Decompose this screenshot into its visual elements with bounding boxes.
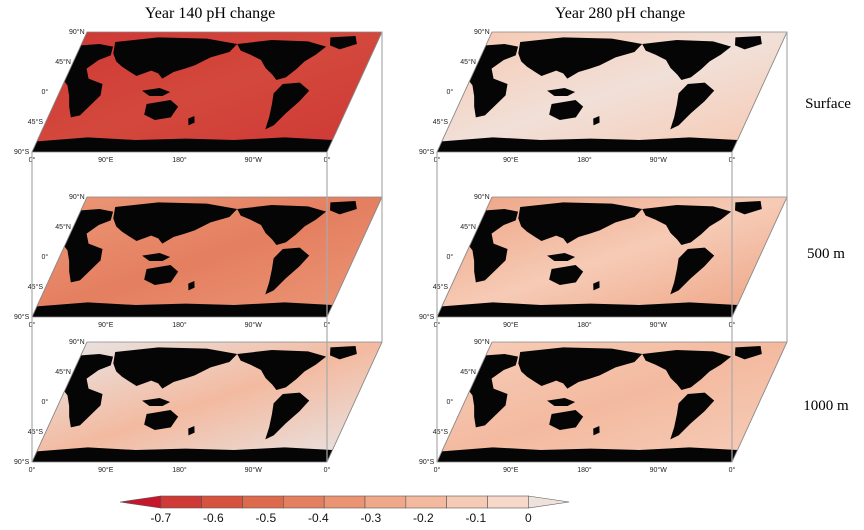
colorbar-tick-label: -0.7 [150, 511, 171, 525]
colorbar-tick-label: -0.2 [413, 511, 434, 525]
verticals-layer [31, 32, 788, 462]
lat-tick-label: 90°N [474, 28, 490, 36]
panel-frame [31, 31, 383, 153]
depth-label-1000m: 1000 m [803, 398, 849, 414]
colorbar-bin [201, 495, 243, 509]
lon-tick-label: 180° [172, 156, 187, 164]
lon-tick-label: 90°W [650, 321, 668, 329]
colorbar: -0.7 -0.6 -0.5 -0.4 -0.3 -0.2 -0.1 0 [119, 495, 570, 525]
colorbar-bin [242, 495, 284, 509]
panel-frame [436, 31, 788, 153]
depth-label-surface: Surface [805, 96, 851, 112]
lat-tick-label: 45°S [433, 118, 449, 126]
lon-tick-label: 90°W [650, 156, 668, 164]
lat-tick-label: 45°N [460, 368, 476, 376]
lat-tick-label: 90°S [14, 313, 30, 321]
colorbar-bin [160, 495, 202, 509]
lat-tick-label: 0° [42, 253, 49, 261]
lon-tick-label: 90°W [650, 466, 668, 474]
colorbar-extend-low [119, 495, 162, 509]
panel-frame [436, 341, 788, 463]
lat-tick-label: 90°N [69, 193, 85, 201]
lat-tick-label: 45°N [55, 223, 71, 231]
colorbar-bin [405, 495, 447, 509]
lon-tick-label: 90°E [98, 466, 114, 474]
lon-tick-label: 0° [29, 466, 36, 474]
colorbar-bin [323, 495, 366, 509]
lat-tick-label: 90°N [69, 28, 85, 36]
lon-tick-label: 90°E [503, 321, 519, 329]
lon-tick-label: 180° [577, 321, 592, 329]
panels-layer: 90°N45°N0°45°S90°S0°90°E180°90°W0°90°N45… [14, 28, 788, 474]
lat-tick-label: 45°S [433, 428, 449, 436]
lon-tick-label: 90°W [245, 156, 263, 164]
lat-tick-label: 45°N [55, 368, 71, 376]
lat-tick-label: 90°S [419, 458, 435, 466]
lat-tick-label: 0° [42, 398, 49, 406]
panel-frame [31, 341, 383, 463]
lon-tick-label: 0° [324, 466, 331, 474]
lat-tick-label: 0° [447, 88, 454, 96]
colorbar-bin [364, 495, 407, 509]
depth-label-500m: 500 m [807, 246, 845, 262]
colorbar-tick-label: -0.3 [360, 511, 381, 525]
lon-tick-label: 0° [434, 466, 441, 474]
lat-tick-label: 90°N [474, 193, 490, 201]
colorbar-extend-high [528, 495, 570, 509]
colorbar-tick-label: -0.4 [308, 511, 329, 525]
lat-tick-label: 90°S [14, 458, 30, 466]
lat-tick-label: 0° [447, 253, 454, 261]
colorbar-tick-label: 0 [525, 511, 532, 525]
colorbar-tick-label: -0.1 [465, 511, 486, 525]
lat-tick-label: 45°S [28, 283, 44, 291]
lat-tick-label: 90°S [14, 148, 30, 156]
lat-tick-label: 45°N [460, 58, 476, 66]
lon-tick-label: 90°W [245, 466, 263, 474]
lat-tick-label: 90°N [69, 338, 85, 346]
colorbar-bin [446, 495, 488, 509]
lon-tick-label: 90°W [245, 321, 263, 329]
colorbar-tick-label: -0.5 [255, 511, 276, 525]
lon-tick-label: 180° [172, 321, 187, 329]
panel-frame [31, 196, 383, 318]
lat-tick-label: 90°S [419, 313, 435, 321]
lat-tick-label: 45°S [433, 283, 449, 291]
lon-tick-label: 180° [172, 466, 187, 474]
lon-tick-label: 90°E [98, 321, 114, 329]
lon-tick-label: 0° [729, 466, 736, 474]
lat-tick-label: 0° [42, 88, 49, 96]
panel-frame [436, 196, 788, 318]
colorbar-bin [283, 495, 325, 509]
colorbar-tick-label: -0.6 [203, 511, 224, 525]
lon-tick-label: 90°E [503, 156, 519, 164]
lat-tick-label: 45°S [28, 428, 44, 436]
lat-tick-label: 45°N [55, 58, 71, 66]
lat-tick-label: 90°S [419, 148, 435, 156]
lon-tick-label: 180° [577, 156, 592, 164]
colorbar-bin [487, 495, 529, 509]
lon-tick-label: 180° [577, 466, 592, 474]
lat-tick-label: 45°N [460, 223, 476, 231]
lon-tick-label: 90°E [98, 156, 114, 164]
lat-tick-label: 90°N [474, 338, 490, 346]
lat-tick-label: 0° [447, 398, 454, 406]
lat-tick-label: 45°S [28, 118, 44, 126]
column-title-year-280: Year 280 pH change [555, 5, 685, 22]
lon-tick-label: 90°E [503, 466, 519, 474]
column-title-year-140: Year 140 pH change [145, 5, 275, 22]
